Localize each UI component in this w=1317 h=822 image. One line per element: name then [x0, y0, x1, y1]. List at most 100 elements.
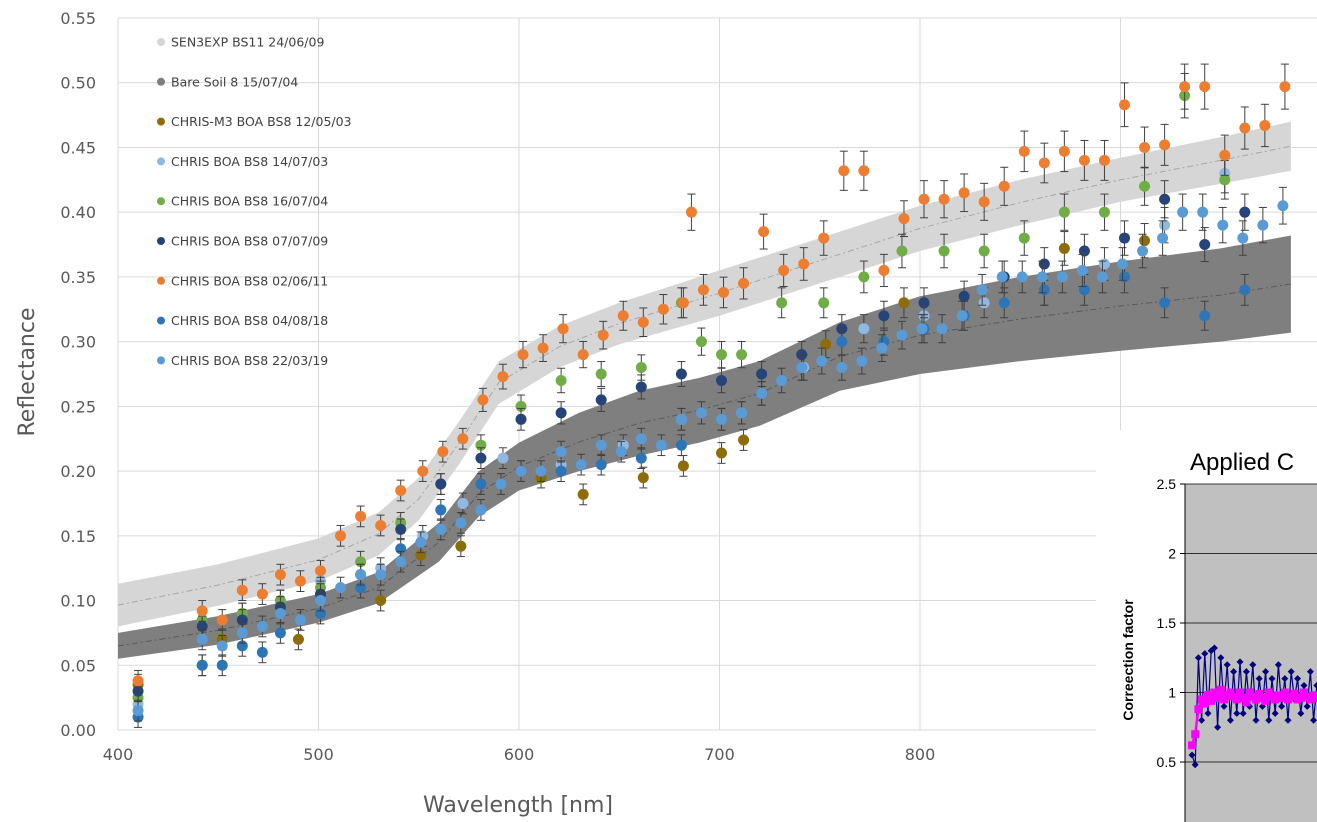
data-point [615, 446, 627, 458]
data-point [736, 349, 748, 361]
inset-point [1207, 696, 1216, 705]
data-point [675, 413, 687, 425]
inset-point [1217, 654, 1225, 662]
x-tick-label: 500 [303, 745, 334, 764]
inset-point [1249, 661, 1257, 669]
data-point [477, 394, 489, 406]
data-point [1199, 310, 1211, 322]
data-point [756, 368, 768, 380]
data-point [1119, 271, 1131, 283]
data-point [395, 485, 407, 497]
inset-point [1262, 668, 1270, 676]
band-centerline [117, 145, 1291, 606]
legend: SEN3EXP BS11 24/06/09 Bare Soil 8 15/07/0… [157, 35, 352, 368]
data-point [1056, 271, 1068, 283]
data-point [635, 381, 647, 393]
legend-marker [157, 197, 165, 206]
inset-point [1264, 688, 1273, 697]
data-point [1119, 232, 1131, 244]
data-point [756, 387, 768, 399]
inset-point [1277, 694, 1286, 703]
y-tick-label: 0.10 [60, 592, 96, 611]
inset-point [1201, 650, 1209, 658]
data-point [597, 329, 609, 341]
y-tick-label: 0.30 [60, 333, 96, 352]
data-point [1076, 264, 1088, 276]
data-point [858, 271, 870, 283]
inset-point [1281, 675, 1289, 683]
data-point [1098, 258, 1110, 270]
data-point [216, 640, 228, 652]
inset-title: Applied C [1190, 449, 1294, 476]
x-tick-label: 800 [905, 745, 936, 764]
y-tick-label: 0.25 [60, 397, 96, 416]
inset-point [1239, 709, 1247, 717]
data-point [1078, 284, 1090, 296]
inset-y-tick-label: 1 [1168, 685, 1176, 701]
inset-point [1261, 696, 1270, 705]
data-point [695, 407, 707, 419]
data-point [878, 310, 890, 322]
inset-point [1252, 695, 1260, 704]
data-point [716, 349, 728, 361]
inset-point [1232, 695, 1241, 704]
band-centerline [117, 283, 1291, 647]
data-point [395, 556, 407, 568]
inset-y-tick-label: 2.5 [1157, 476, 1177, 492]
data-point [916, 323, 928, 335]
y-tick-label: 0.55 [60, 9, 96, 28]
data-point [1159, 219, 1171, 231]
x-tick-label: 600 [504, 745, 535, 764]
inset-point [1204, 691, 1212, 700]
inset-point [1278, 702, 1286, 710]
data-point [1159, 139, 1171, 151]
data-point [776, 297, 788, 309]
data-point [256, 620, 268, 632]
inset-point [1300, 682, 1308, 690]
data-point [716, 447, 728, 459]
inset-point [1214, 723, 1222, 731]
data-point [457, 497, 469, 509]
data-point [816, 355, 828, 367]
data-point [437, 446, 449, 458]
inset-point [1255, 689, 1264, 698]
inset-point [1220, 702, 1228, 710]
data-point [918, 297, 930, 309]
data-point [515, 400, 527, 412]
data-point [1058, 242, 1070, 254]
data-point [515, 465, 527, 477]
data-point [1078, 154, 1090, 166]
inset-point [1252, 716, 1260, 724]
data-point [274, 569, 286, 581]
data-point [978, 245, 990, 257]
legend-entry: CHRIS BOA BS8 22/03/19 [171, 353, 328, 368]
data-point [1139, 141, 1151, 153]
data-point [938, 193, 950, 205]
data-point [1038, 258, 1050, 270]
data-point [675, 439, 687, 451]
inset-point [1194, 654, 1202, 662]
data-point [196, 659, 208, 671]
data-point [896, 245, 908, 257]
data-point [998, 297, 1010, 309]
data-point [776, 374, 788, 386]
y-tick-label: 0.40 [60, 203, 96, 222]
data-point [978, 196, 990, 208]
inset-point [1284, 716, 1292, 724]
data-point [856, 355, 868, 367]
data-point [1199, 239, 1211, 251]
data-point [818, 232, 830, 244]
data-point [315, 595, 327, 607]
legend-marker [157, 38, 165, 46]
data-point [1038, 284, 1050, 296]
data-point [738, 434, 750, 446]
inset-point [1236, 688, 1244, 697]
reflectance-bands [117, 121, 1291, 659]
data-point [818, 297, 830, 309]
data-point [716, 374, 728, 386]
data-point [294, 614, 306, 626]
data-point [1239, 122, 1251, 134]
inset-point [1194, 705, 1203, 714]
data-point [1279, 81, 1291, 93]
